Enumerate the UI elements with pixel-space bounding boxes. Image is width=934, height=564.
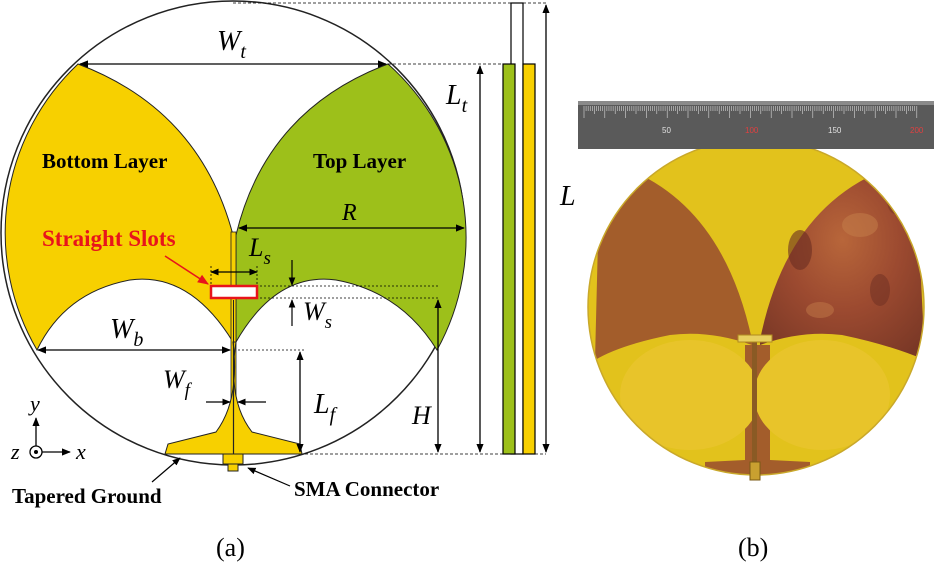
axes-triad: y z x [10,391,86,464]
tapered-ground-pointer [151,457,181,483]
axis-y-label: y [28,391,40,416]
dim-ws-label: Ws [303,297,332,333]
ruler-tick-label-3: 150 [828,126,842,135]
straight-slot [209,284,259,300]
dim-h-label: H [411,401,432,430]
photo-ruler: 50 100 150 200 [578,101,934,149]
tapered-ground-label: Tapered Ground [12,484,162,508]
dim-ls-label: Ls [248,233,271,269]
photo-sma-connector [749,461,761,481]
panel-a: Wt R Ls Ws Wb Wf Lf H Lt [0,0,576,562]
bottom-layer-label: Bottom Layer [42,149,167,173]
bottom-layer-region [4,63,234,352]
sma-connector-label: SMA Connector [294,477,439,501]
dim-lt-label: Lt [445,80,468,117]
dim-r-label: R [341,200,357,226]
straight-slots-pointer [164,255,209,285]
straight-slots-label: Straight Slots [42,226,176,251]
axis-x-label: x [75,439,86,464]
photo-top-lobe [760,160,924,360]
dim-l-label: L [559,181,576,212]
axis-z-label: z [10,439,20,464]
sma-connector-body [222,453,244,465]
caption-b: (b) [738,533,768,562]
side-view-bottom-layer [522,63,536,455]
ruler-tick-label-1: 50 [662,126,671,135]
caption-a: (a) [216,533,245,562]
sma-connector-pointer [247,467,291,487]
dim-wb-label: Wb [110,314,143,351]
dim-lf-label: Lf [313,389,338,426]
top-layer-label: Top Layer [313,149,406,173]
panel-b-photo: 50 100 150 200 (b) [578,101,934,562]
dim-wt-label: Wt [217,26,246,63]
ruler-tick-label-4: 200 [910,126,924,135]
sma-connector-pin [227,463,239,472]
ruler-tick-label-2: 100 [745,126,759,135]
side-view-top-layer [502,63,516,455]
photo-bottom-lobe [595,160,752,360]
dim-wf-label: Wf [163,365,193,401]
